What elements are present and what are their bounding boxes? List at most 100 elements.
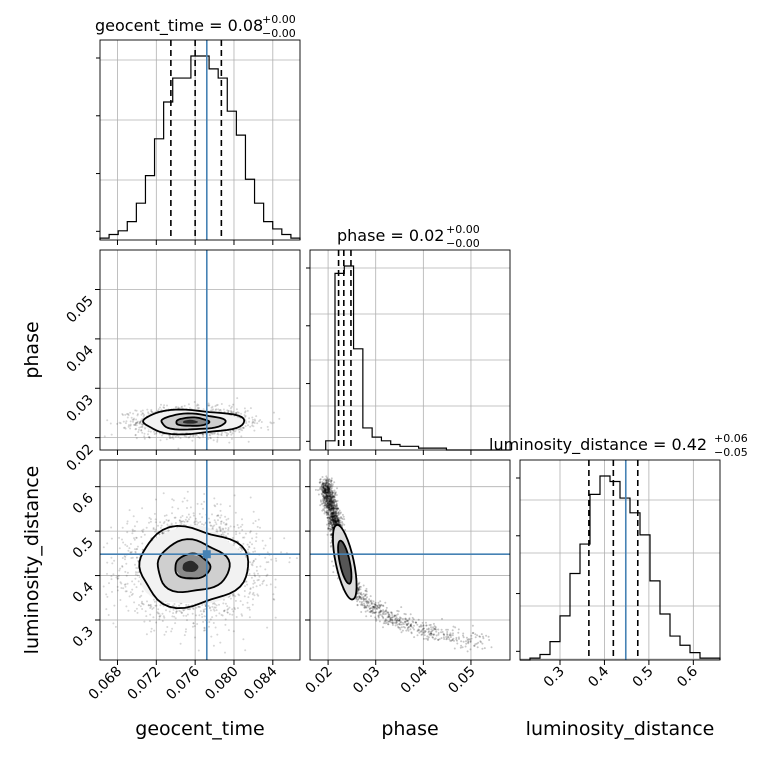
p20-sample: [135, 586, 138, 589]
p20-sample: [197, 649, 200, 652]
p20-sample: [134, 577, 137, 580]
p20-sample: [95, 525, 97, 527]
p10-sample: [129, 427, 132, 430]
p20-sample: [145, 526, 148, 529]
p20-sample: [223, 531, 226, 534]
p20-sample: [249, 530, 252, 533]
p10-sample: [138, 422, 141, 425]
p20-sample: [212, 525, 214, 528]
p20-sample: [174, 516, 177, 519]
p20-sample: [159, 521, 162, 524]
p21-sample: [324, 492, 326, 495]
p21-sample: [426, 635, 429, 638]
p21-sample: [328, 522, 331, 525]
p21-sample: [330, 508, 333, 511]
p20-sample: [249, 531, 252, 534]
p20-sample: [232, 630, 235, 633]
p10-sample: [143, 414, 146, 416]
p20-sample: [116, 577, 119, 580]
p20-sample: [106, 561, 109, 564]
p11-background: [310, 250, 510, 450]
p10-sample: [170, 436, 173, 439]
p21-sample: [335, 507, 338, 510]
p20-sample: [181, 611, 183, 614]
p20-sample: [152, 528, 155, 531]
p20-sample: [203, 627, 206, 630]
p20-sample: [172, 608, 175, 611]
p20-sample: [126, 531, 129, 534]
p20-sample: [186, 520, 189, 523]
p21-sample: [319, 478, 322, 481]
p10-sample: [229, 407, 232, 410]
p20-sample: [196, 502, 199, 505]
p10-sample: [127, 414, 130, 417]
p20-sample: [186, 520, 189, 523]
p20-sample: [158, 615, 161, 618]
p10-sample: [230, 437, 233, 440]
p20-sample: [253, 572, 256, 575]
p20-sample: [221, 527, 224, 530]
p10-sample: [267, 428, 270, 431]
p10-sample: [216, 433, 219, 436]
p20-sample: [257, 578, 260, 581]
p20-sample: [148, 620, 151, 623]
p20-sample: [161, 531, 164, 534]
p20-sample: [229, 597, 232, 600]
p21-sample: [329, 495, 332, 498]
p21-sample: [323, 489, 326, 492]
p10-sample: [248, 417, 251, 420]
p20-sample: [135, 548, 138, 551]
p10-sample: [253, 422, 256, 424]
p20-sample: [265, 575, 268, 577]
p21-sample: [334, 511, 337, 514]
p21-sample: [331, 519, 334, 522]
p21-sample: [329, 489, 332, 492]
p20-sample: [149, 603, 152, 606]
p21-sample: [330, 487, 333, 490]
p20-sample: [163, 616, 166, 619]
p20-sample: [145, 615, 148, 618]
p21-sample: [362, 597, 365, 600]
p20-sample: [157, 612, 159, 615]
p20-sample: [197, 521, 200, 524]
p21-sample: [357, 589, 359, 592]
p10-sample: [168, 437, 171, 439]
p20-sample: [131, 556, 134, 559]
p20-sample: [280, 551, 283, 554]
p20-sample: [220, 533, 223, 536]
p10-sample: [252, 425, 255, 428]
p10-sample: [136, 414, 139, 417]
p21-samples: [314, 475, 493, 653]
p20-sample: [255, 532, 258, 535]
p10-sample: [125, 420, 128, 423]
p10-sample: [234, 412, 237, 414]
p20-sample: [228, 606, 231, 609]
p21-sample: [333, 515, 336, 518]
p20-sample: [201, 616, 204, 618]
p21-sample: [434, 628, 437, 631]
p10-sample: [239, 427, 242, 430]
p10-contour-2: [142, 408, 246, 436]
p10-sample: [139, 421, 142, 424]
p20-sample: [161, 612, 164, 615]
p21-sample: [333, 504, 336, 507]
p20-sample: [141, 602, 144, 605]
p21-sample: [390, 618, 393, 621]
p21-sample: [327, 512, 329, 514]
p20-sample: [215, 528, 218, 531]
p20-sample: [186, 490, 189, 493]
p20-sample: [180, 611, 183, 614]
p20-sample: [124, 570, 127, 573]
p20-sample: [197, 605, 200, 608]
p10-sample: [229, 430, 232, 433]
p20-sample: [113, 559, 116, 562]
p20-sample: [245, 580, 248, 583]
p10-sample: [216, 439, 219, 441]
p20-sample: [149, 520, 152, 523]
p20-sample: [155, 604, 158, 607]
p10-sample: [134, 422, 137, 425]
p20-sample: [163, 633, 166, 636]
p20-sample: [274, 557, 277, 560]
p21-sample: [331, 519, 334, 522]
p00-frame: [99, 39, 301, 241]
